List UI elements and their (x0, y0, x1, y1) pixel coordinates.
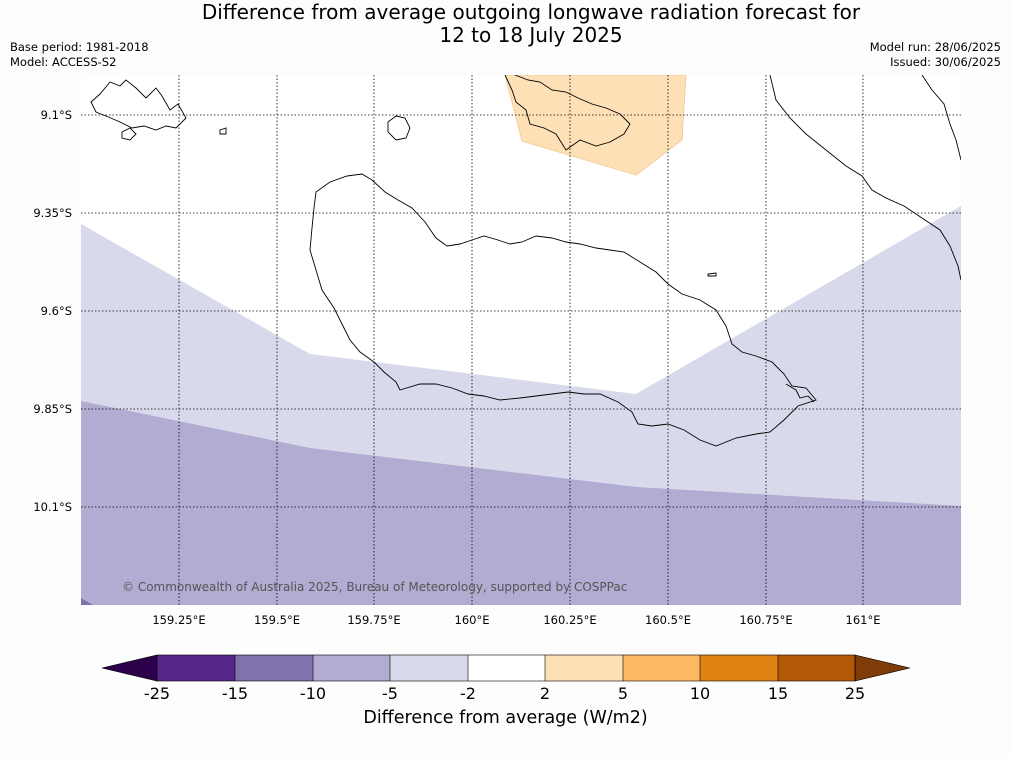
lat-label-9-35: 9.35°S (33, 206, 72, 220)
islet-a (121, 127, 137, 141)
lat-label-9-1: 9.1°S (40, 108, 72, 122)
model-run: Model run: 28/06/2025 (869, 40, 1001, 54)
colorbar-bin-minus2-plus2 (468, 655, 545, 681)
colorbar-bin-minus25-minus15 (157, 655, 235, 681)
colorbar-label: Difference from average (W/m2) (363, 708, 648, 728)
colorbar-extend-below (101, 654, 158, 682)
lon-label-160-5: 160.5°E (645, 613, 691, 627)
colorbar-tick: -15 (221, 684, 249, 703)
colorbar-tick: 2 (539, 684, 551, 703)
lon-label-159-75: 159.75°E (347, 613, 401, 627)
colorbar-bin-plus15-plus25 (778, 655, 855, 681)
florida-islands-coastline (504, 75, 631, 151)
graticule (81, 75, 961, 605)
lon-label-159-5: 159.5°E (254, 613, 300, 627)
santa-isabel-coastline (90, 79, 187, 131)
colorbar-bin-plus5-plus10 (623, 655, 700, 681)
meta-left: Base period: 1981-2018 Model: ACCESS-S2 (10, 40, 149, 70)
colorbar-bin-plus2-plus5 (545, 655, 623, 681)
copyright-notice: © Commonwealth of Australia 2025, Bureau… (122, 580, 628, 594)
small-island-1 (387, 115, 411, 141)
malaita-east-coastline (921, 75, 961, 161)
base-period: Base period: 1981-2018 (10, 40, 149, 54)
lat-label-10-1: 10.1°S (33, 500, 72, 514)
title-line-1: Difference from average outgoing longwav… (201, 0, 861, 24)
lon-label-160: 160°E (454, 613, 490, 627)
malaita-coastline (769, 75, 961, 281)
colorbar-tick: 10 (689, 684, 711, 703)
colorbar-tick: 15 (767, 684, 789, 703)
lat-label-9-6: 9.6°S (40, 304, 72, 318)
colorbar-bin-minus5-minus2 (390, 655, 468, 681)
islet-b (219, 127, 227, 135)
small-island-2 (707, 272, 717, 277)
model-name: Model: ACCESS-S2 (10, 55, 117, 69)
issued-date: Issued: 30/06/2025 (890, 55, 1001, 69)
lat-label-9-85: 9.85°S (33, 402, 72, 416)
colorbar-tick: 5 (617, 684, 629, 703)
coastline-detail (785, 383, 815, 403)
colorbar-extend-above (854, 654, 911, 682)
colorbar-tick: 25 (844, 684, 866, 703)
lon-label-160-25: 160.25°E (543, 613, 597, 627)
anomaly-region-minus15-to-minus10 (81, 598, 93, 605)
map-area (81, 75, 961, 605)
coastlines (90, 75, 961, 447)
lon-label-161: 161°E (845, 613, 881, 627)
colorbar (101, 654, 911, 682)
colorbar-tick: -5 (382, 684, 398, 703)
colorbar-tick: -2 (460, 684, 476, 703)
colorbar-tick: -10 (299, 684, 327, 703)
colorbar-tick: -25 (143, 684, 171, 703)
colorbar-bin-minus10-minus5 (313, 655, 390, 681)
lon-label-159-25: 159.25°E (152, 613, 206, 627)
colorbar-bin-minus15-minus10 (235, 655, 313, 681)
meta-right: Model run: 28/06/2025 Issued: 30/06/2025 (870, 40, 1001, 70)
guadalcanal-coastline (309, 173, 817, 447)
anomaly-region-minus10-to-minus5 (81, 401, 961, 605)
anomaly-region-plus2-to-plus5 (504, 75, 687, 176)
lon-label-160-75: 160.75°E (739, 613, 793, 627)
colorbar-bin-plus10-plus15 (700, 655, 778, 681)
title-line-2: 12 to 18 July 2025 (439, 23, 623, 47)
map-title: Difference from average outgoing longwav… (0, 1, 1011, 47)
